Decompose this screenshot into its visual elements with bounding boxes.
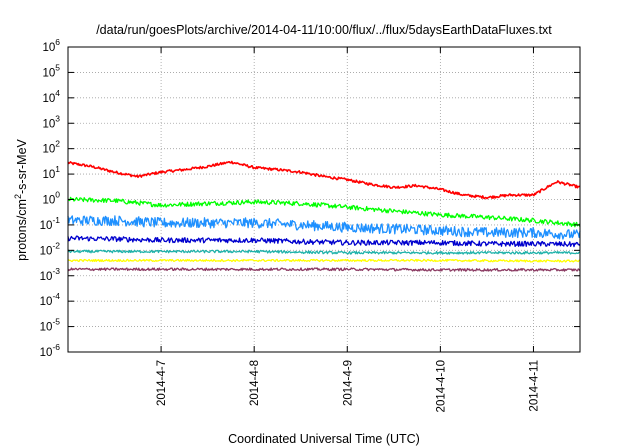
- grid-layer: [68, 47, 580, 352]
- x-axis: 2014-4-7 2014-4-8 2014-4-9 2014-4-10 2014-4-…: [156, 47, 540, 412]
- y-tick-label: 106: [42, 37, 60, 54]
- y-axis-label-prefix: protons/cm: [15, 199, 29, 261]
- y-tick-label: 10-4: [40, 291, 61, 308]
- y-tick-exp: -3: [52, 266, 60, 276]
- y-tick-exp: 1: [55, 164, 60, 174]
- x-axis-label: Coordinated Universal Time (UTC): [228, 432, 420, 446]
- y-tick-base: 10: [40, 296, 53, 308]
- x-tick-label: 2014-4-11: [528, 360, 540, 412]
- series-line: [67, 196, 581, 228]
- x-tick-label: 2014-4-9: [342, 360, 354, 406]
- y-tick-exp: -2: [52, 240, 60, 250]
- series-line: [67, 258, 581, 263]
- y-tick-base: 10: [42, 93, 55, 105]
- y-tick-label: 10-6: [40, 342, 61, 359]
- x-tick-label: 2014-4-7: [156, 360, 168, 406]
- y-tick-exp: 5: [55, 62, 60, 72]
- y-axis-label-suffix: -s-sr-MeV: [15, 138, 29, 194]
- x-tick-label: 2014-4-8: [249, 360, 261, 406]
- y-tick-exp: -4: [52, 291, 60, 301]
- y-axis: 10-610-510-410-310-210-11001011021031041…: [40, 37, 580, 359]
- y-tick-exp: -1: [52, 215, 60, 225]
- y-tick-base: 10: [40, 271, 53, 283]
- y-tick-exp: 6: [55, 37, 60, 47]
- y-tick-label: 10-3: [40, 266, 61, 283]
- y-tick-base: 10: [42, 195, 55, 207]
- y-tick-label: 100: [42, 190, 60, 207]
- y-tick-label: 103: [42, 113, 60, 130]
- series-layer: [67, 160, 581, 272]
- y-tick-base: 10: [40, 245, 53, 257]
- y-tick-label: 10-5: [40, 317, 61, 334]
- y-tick-base: 10: [42, 169, 55, 181]
- chart-title: /data/run/goesPlots/archive/2014-04-11/1…: [96, 23, 552, 37]
- y-tick-label: 104: [42, 88, 60, 105]
- y-tick-base: 10: [40, 220, 53, 232]
- y-tick-base: 10: [40, 347, 53, 359]
- y-tick-base: 10: [40, 322, 53, 334]
- y-tick-exp: -6: [52, 342, 60, 352]
- y-tick-base: 10: [42, 42, 55, 54]
- y-tick-base: 10: [42, 144, 55, 156]
- y-axis-label: protons/cm2-s-sr-MeV: [13, 138, 29, 260]
- y-tick-label: 101: [42, 164, 60, 181]
- series-line: [67, 249, 581, 255]
- y-tick-label: 102: [42, 139, 60, 156]
- series-line: [67, 160, 580, 200]
- y-tick-exp: -5: [52, 317, 60, 327]
- y-tick-base: 10: [42, 67, 55, 79]
- y-tick-base: 10: [42, 118, 55, 130]
- y-axis-label-sup: 2: [13, 194, 23, 199]
- y-tick-exp: 0: [55, 190, 60, 200]
- x-tick-label: 2014-4-10: [435, 360, 447, 412]
- series-line: [67, 267, 581, 272]
- series-line: [67, 215, 581, 240]
- y-tick-label: 105: [42, 62, 60, 79]
- y-tick-label: 10-2: [40, 240, 61, 257]
- y-tick-exp: 3: [55, 113, 60, 123]
- y-tick-label: 10-1: [40, 215, 61, 232]
- series-line: [67, 235, 581, 248]
- y-tick-exp: 2: [55, 139, 60, 149]
- y-tick-exp: 4: [55, 88, 60, 98]
